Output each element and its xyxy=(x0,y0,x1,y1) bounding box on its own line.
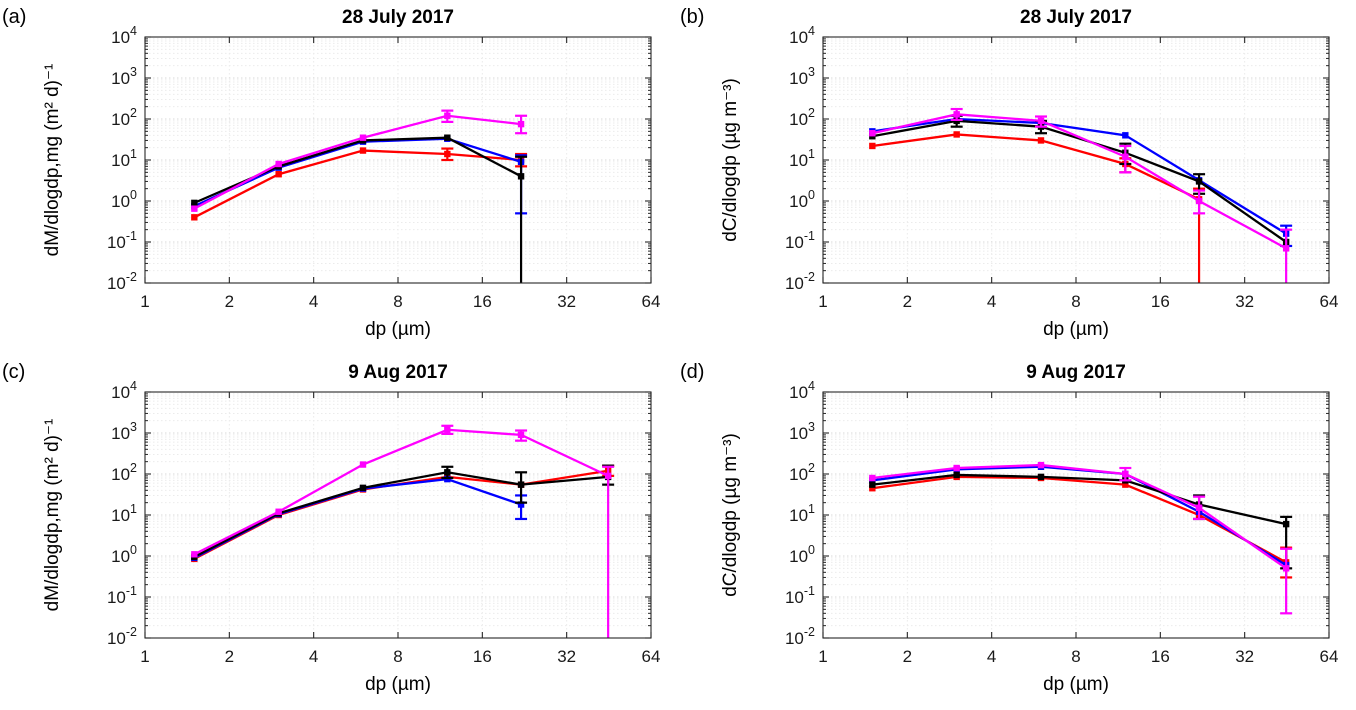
svg-text:8: 8 xyxy=(393,292,402,311)
plot-title: 28 July 2017 xyxy=(1020,7,1132,28)
svg-text:2: 2 xyxy=(903,292,912,311)
svg-text:8: 8 xyxy=(393,647,402,666)
panel-b-plot: 1 2 4 8 16 32 64 10-2 10-1 100 101 102 103 104 28 July… xyxy=(720,7,1339,340)
svg-text:102: 102 xyxy=(111,106,137,129)
series-magenta xyxy=(191,109,528,212)
svg-text:10-1: 10-1 xyxy=(785,229,815,252)
svg-text:16: 16 xyxy=(1151,292,1170,311)
svg-text:1: 1 xyxy=(818,647,827,666)
svg-text:2: 2 xyxy=(225,292,234,311)
svg-text:102: 102 xyxy=(789,106,815,129)
axes: 1 2 4 8 16 32 64 10-2 10-1 100 101 102 103 104 xyxy=(107,24,661,311)
svg-text:4: 4 xyxy=(309,292,318,311)
svg-text:32: 32 xyxy=(1235,292,1254,311)
panel-a-plot: 1 2 4 8 16 32 64 10-2 10-1 100 101 102 103 104 28 July… xyxy=(42,7,661,340)
svg-text:32: 32 xyxy=(557,647,576,666)
svg-text:100: 100 xyxy=(789,543,815,566)
panel-b: (b) 1 2 4 8 16 32 64 10-2 10-1 100 101 102 103 104 28 … xyxy=(678,0,1356,355)
svg-text:102: 102 xyxy=(789,461,815,484)
svg-text:2: 2 xyxy=(225,647,234,666)
svg-text:64: 64 xyxy=(1320,292,1339,311)
series-magenta xyxy=(869,461,1293,615)
x-axis-label: dp (µm) xyxy=(365,674,431,695)
svg-text:8: 8 xyxy=(1071,647,1080,666)
svg-text:1: 1 xyxy=(140,292,149,311)
svg-text:100: 100 xyxy=(111,543,137,566)
x-axis-label: dp (µm) xyxy=(365,319,431,340)
series-blue xyxy=(869,115,1293,248)
svg-text:102: 102 xyxy=(111,461,137,484)
panel-c-corner-label: (c) xyxy=(2,361,26,383)
axes: 1 2 4 8 16 32 64 10-2 10-1 100 101 102 103 104 xyxy=(107,379,661,666)
svg-text:10-1: 10-1 xyxy=(107,584,137,607)
svg-text:10-2: 10-2 xyxy=(785,625,815,648)
y-axis-label: dC/dlogdp (µg m⁻³) xyxy=(720,78,741,242)
axes: 1 2 4 8 16 32 64 10-2 10-1 100 101 102 103 104 xyxy=(785,24,1339,311)
axes: 1 2 4 8 16 32 64 10-2 10-1 100 101 102 103 104 xyxy=(785,379,1339,666)
plot-title: 28 July 2017 xyxy=(342,7,454,28)
panel-d-corner-label: (d) xyxy=(680,361,705,383)
svg-text:104: 104 xyxy=(789,24,815,47)
y-axis-label: dM/dlogdp,mg (m² d)⁻¹ xyxy=(42,419,63,612)
grid xyxy=(144,391,652,639)
svg-text:16: 16 xyxy=(1151,647,1170,666)
svg-text:1: 1 xyxy=(818,292,827,311)
svg-text:10-1: 10-1 xyxy=(785,584,815,607)
svg-text:64: 64 xyxy=(642,292,661,311)
svg-text:1: 1 xyxy=(140,647,149,666)
y-axis-label: dM/dlogdp,mg (m² d)⁻¹ xyxy=(42,64,63,257)
panel-a: (a) 1 2 4 8 16 32 64 10-2 10-1 100 101 102 103 104 28 … xyxy=(0,0,678,355)
grid xyxy=(144,36,652,284)
plot-title: 9 Aug 2017 xyxy=(348,362,448,383)
svg-text:104: 104 xyxy=(789,379,815,402)
panel-c-plot: 1 2 4 8 16 32 64 10-2 10-1 100 101 102 103 104 9 Aug 2… xyxy=(42,362,661,695)
svg-text:10-1: 10-1 xyxy=(107,229,137,252)
svg-text:4: 4 xyxy=(987,292,996,311)
svg-text:100: 100 xyxy=(111,188,137,211)
panel-d: (d) 1 2 4 8 16 32 64 10-2 10-1 100 101 102 103 104 9 A… xyxy=(678,355,1356,710)
y-axis-label: dC/dlogdp (µg m⁻³) xyxy=(720,433,741,597)
panel-c: (c) 1 2 4 8 16 32 64 10-2 10-1 100 101 102 103 104 9 A… xyxy=(0,355,678,710)
series-magenta xyxy=(191,424,615,638)
svg-text:4: 4 xyxy=(309,647,318,666)
grid xyxy=(822,36,1330,284)
panel-a-corner-label: (a) xyxy=(2,6,27,28)
panel-b-corner-label: (b) xyxy=(680,6,705,28)
series-red xyxy=(869,473,1293,579)
svg-text:10-2: 10-2 xyxy=(107,270,137,293)
svg-text:104: 104 xyxy=(111,24,137,47)
svg-text:8: 8 xyxy=(1071,292,1080,311)
svg-text:101: 101 xyxy=(111,147,137,170)
svg-text:10-2: 10-2 xyxy=(785,270,815,293)
svg-text:2: 2 xyxy=(903,647,912,666)
svg-text:101: 101 xyxy=(789,502,815,525)
series-black xyxy=(869,471,1293,570)
svg-text:104: 104 xyxy=(111,379,137,402)
svg-text:64: 64 xyxy=(642,647,661,666)
svg-text:64: 64 xyxy=(1320,647,1339,666)
x-axis-label: dp (µm) xyxy=(1043,319,1109,340)
svg-text:103: 103 xyxy=(111,420,137,443)
svg-text:103: 103 xyxy=(789,420,815,443)
svg-text:10-2: 10-2 xyxy=(107,625,137,648)
svg-text:103: 103 xyxy=(111,65,137,88)
svg-text:16: 16 xyxy=(473,292,492,311)
svg-text:32: 32 xyxy=(557,292,576,311)
svg-text:16: 16 xyxy=(473,647,492,666)
svg-text:103: 103 xyxy=(789,65,815,88)
grid xyxy=(822,391,1330,639)
svg-text:32: 32 xyxy=(1235,647,1254,666)
panel-d-plot: 1 2 4 8 16 32 64 10-2 10-1 100 101 102 103 104 9 Aug 2… xyxy=(720,362,1339,695)
series-magenta xyxy=(869,107,1293,283)
x-axis-label: dp (µm) xyxy=(1043,674,1109,695)
svg-text:100: 100 xyxy=(789,188,815,211)
svg-text:4: 4 xyxy=(987,647,996,666)
svg-text:101: 101 xyxy=(111,502,137,525)
plot-title: 9 Aug 2017 xyxy=(1026,362,1126,383)
svg-text:101: 101 xyxy=(789,147,815,170)
